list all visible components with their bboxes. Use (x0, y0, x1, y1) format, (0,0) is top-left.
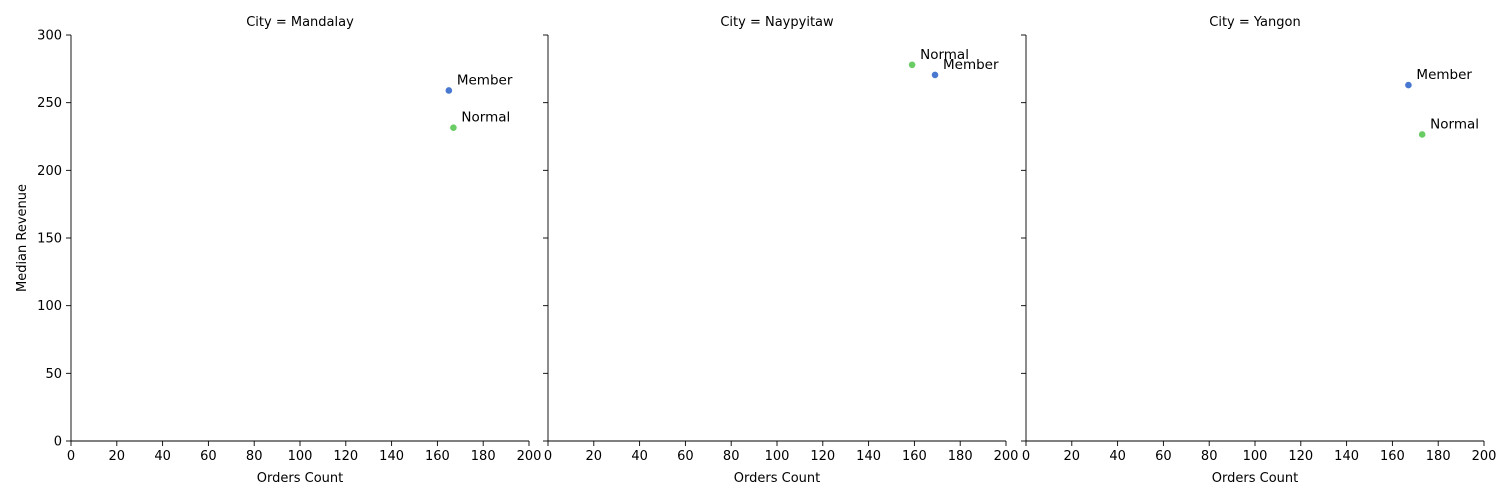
y-tick-label: 200 (37, 164, 62, 179)
facet-panel: City = Naypyitaw 0 20 40 60 80 100 120 140 160 180… (543, 15, 1018, 486)
data-point (449, 123, 458, 132)
x-tick-label: 20 (586, 449, 603, 464)
facet-title: City = Naypyitaw (720, 15, 834, 30)
x-tick-label: 200 (994, 449, 1019, 464)
x-tick-label: 100 (765, 449, 790, 464)
facet-title: City = Mandalay (246, 15, 354, 30)
x-tick-label: 100 (1243, 449, 1268, 464)
data-point-label: Member (943, 57, 999, 73)
x-tick-label: 100 (288, 449, 313, 464)
x-tick-label: 120 (333, 449, 358, 464)
data-point-label: Normal (1430, 116, 1479, 132)
x-tick-label: 20 (109, 449, 126, 464)
x-tick-label: 80 (1201, 449, 1218, 464)
facet-panel: City = Mandalay 0 50 100 150 200 250 300 0 20 40 60… (15, 15, 541, 486)
x-tick-label: 0 (1022, 449, 1030, 464)
x-tick-label: 180 (1426, 449, 1451, 464)
x-axis-title: Orders Count (1212, 471, 1298, 486)
x-tick-label: 120 (1288, 449, 1313, 464)
x-tick-label: 60 (677, 449, 694, 464)
x-axis-title: Orders Count (734, 471, 820, 486)
y-tick-label: 300 (37, 29, 62, 44)
data-point (1418, 130, 1427, 139)
facet-panel: City = Yangon 0 20 40 60 80 100 120 140 160 180 200… (1021, 15, 1496, 486)
x-tick-label: 200 (517, 449, 542, 464)
x-tick-label: 140 (379, 449, 404, 464)
y-tick-label: 0 (54, 435, 62, 450)
x-tick-label: 200 (1472, 449, 1497, 464)
x-tick-label: 60 (200, 449, 217, 464)
y-axis-title: Median Revenue (15, 184, 30, 292)
x-tick-label: 160 (425, 449, 450, 464)
data-point (908, 60, 917, 69)
x-tick-label: 20 (1064, 449, 1081, 464)
y-tick-label: 50 (45, 367, 62, 382)
x-tick-label: 40 (154, 449, 171, 464)
x-axis-title: Orders Count (257, 471, 343, 486)
data-point (931, 71, 939, 79)
x-tick-label: 180 (471, 449, 496, 464)
x-tick-label: 0 (67, 449, 75, 464)
data-point (444, 86, 453, 95)
y-tick-label: 100 (37, 299, 62, 314)
x-tick-label: 80 (723, 449, 740, 464)
x-tick-label: 40 (1109, 449, 1126, 464)
x-tick-label: 140 (1334, 449, 1359, 464)
data-point-label: Member (1416, 67, 1472, 83)
x-tick-label: 180 (948, 449, 973, 464)
data-point-label: Normal (461, 110, 510, 126)
x-tick-label: 140 (856, 449, 881, 464)
x-tick-label: 60 (1155, 449, 1172, 464)
data-point (1404, 81, 1413, 89)
facet-title: City = Yangon (1209, 15, 1300, 30)
data-point-label: Member (457, 72, 513, 88)
x-tick-label: 0 (544, 449, 552, 464)
x-tick-label: 120 (810, 449, 835, 464)
y-tick-label: 250 (37, 96, 62, 111)
data-point-label: Normal (920, 47, 969, 63)
x-tick-label: 160 (1380, 449, 1405, 464)
x-tick-label: 40 (631, 449, 648, 464)
y-tick-label: 150 (37, 232, 62, 247)
x-tick-label: 160 (902, 449, 927, 464)
x-tick-label: 80 (246, 449, 263, 464)
